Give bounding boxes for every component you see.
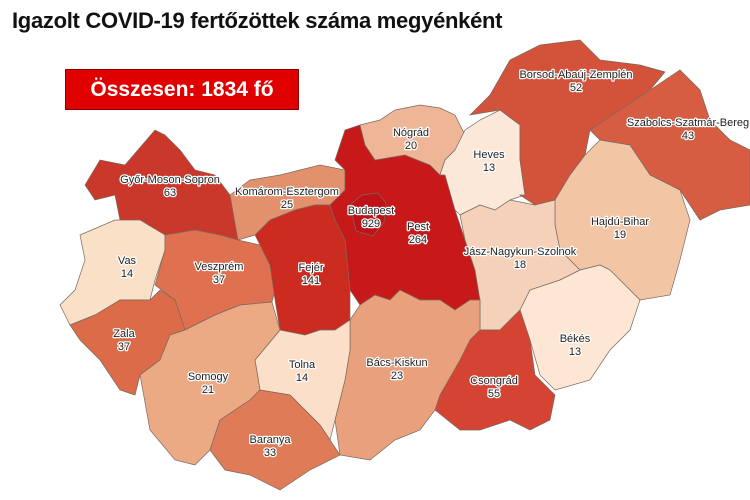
county-name-label: Veszprém [195,261,244,273]
county-value-label: 63 [164,187,176,199]
county-name-label: Békés [560,333,591,345]
county-name-label: Hajdú-Bihar [591,216,649,228]
county-value-label: 18 [514,259,526,271]
county-value-label: 20 [405,140,417,152]
county-name-label: Győr-Moson-Sopron [120,174,220,186]
county-value-label: 264 [409,234,427,246]
county-value-label: 141 [302,275,320,287]
county-value-label: 37 [118,341,130,353]
county-value-label: 19 [614,229,626,241]
county-value-label: 23 [391,370,403,382]
county-name-label: Bács-Kiskun [366,357,427,369]
county-value-label: 25 [281,199,293,211]
county-value-label: 929 [362,218,380,230]
total-cases-badge: Összesen: 1834 fő [65,69,299,110]
county-value-label: 33 [264,447,276,459]
county-value-label: 21 [202,384,214,396]
county-name-label: Zala [113,328,135,340]
county-name-label: Szabolcs-Szatmár-Bereg [627,117,749,129]
county-name-label: Fejér [298,262,323,274]
county-bacs-kiskun [334,289,481,461]
county-name-label: Budapest [348,205,394,217]
county-name-label: Csongrád [470,375,518,387]
county-name-label: Baranya [250,434,292,446]
county-value-label: 52 [570,82,582,94]
county-fejer [254,204,351,336]
county-budapest [349,192,387,237]
county-name-label: Nógrád [393,127,429,139]
county-value-label: 37 [213,274,225,286]
county-value-label: 14 [296,372,308,384]
county-name-label: Vas [118,255,137,267]
county-value-label: 13 [569,346,581,358]
county-name-label: Heves [473,149,505,161]
county-value-label: 14 [121,268,133,280]
county-baranya [209,389,341,491]
county-name-label: Jász-Nagykun-Szolnok [464,246,577,258]
map-title: Igazolt COVID-19 fertőzöttek száma megyé… [12,8,503,33]
county-bekes [519,264,641,391]
county-name-label: Somogy [188,371,229,383]
county-value-label: 55 [488,388,500,400]
county-value-label: 13 [483,162,495,174]
county-name-label: Borsod-Abaúj-Zemplén [519,69,632,81]
county-value-label: 43 [682,130,694,142]
county-name-label: Pest [407,221,429,233]
county-name-label: Tolna [289,359,316,371]
county-name-label: Komárom-Esztergom [235,186,339,198]
